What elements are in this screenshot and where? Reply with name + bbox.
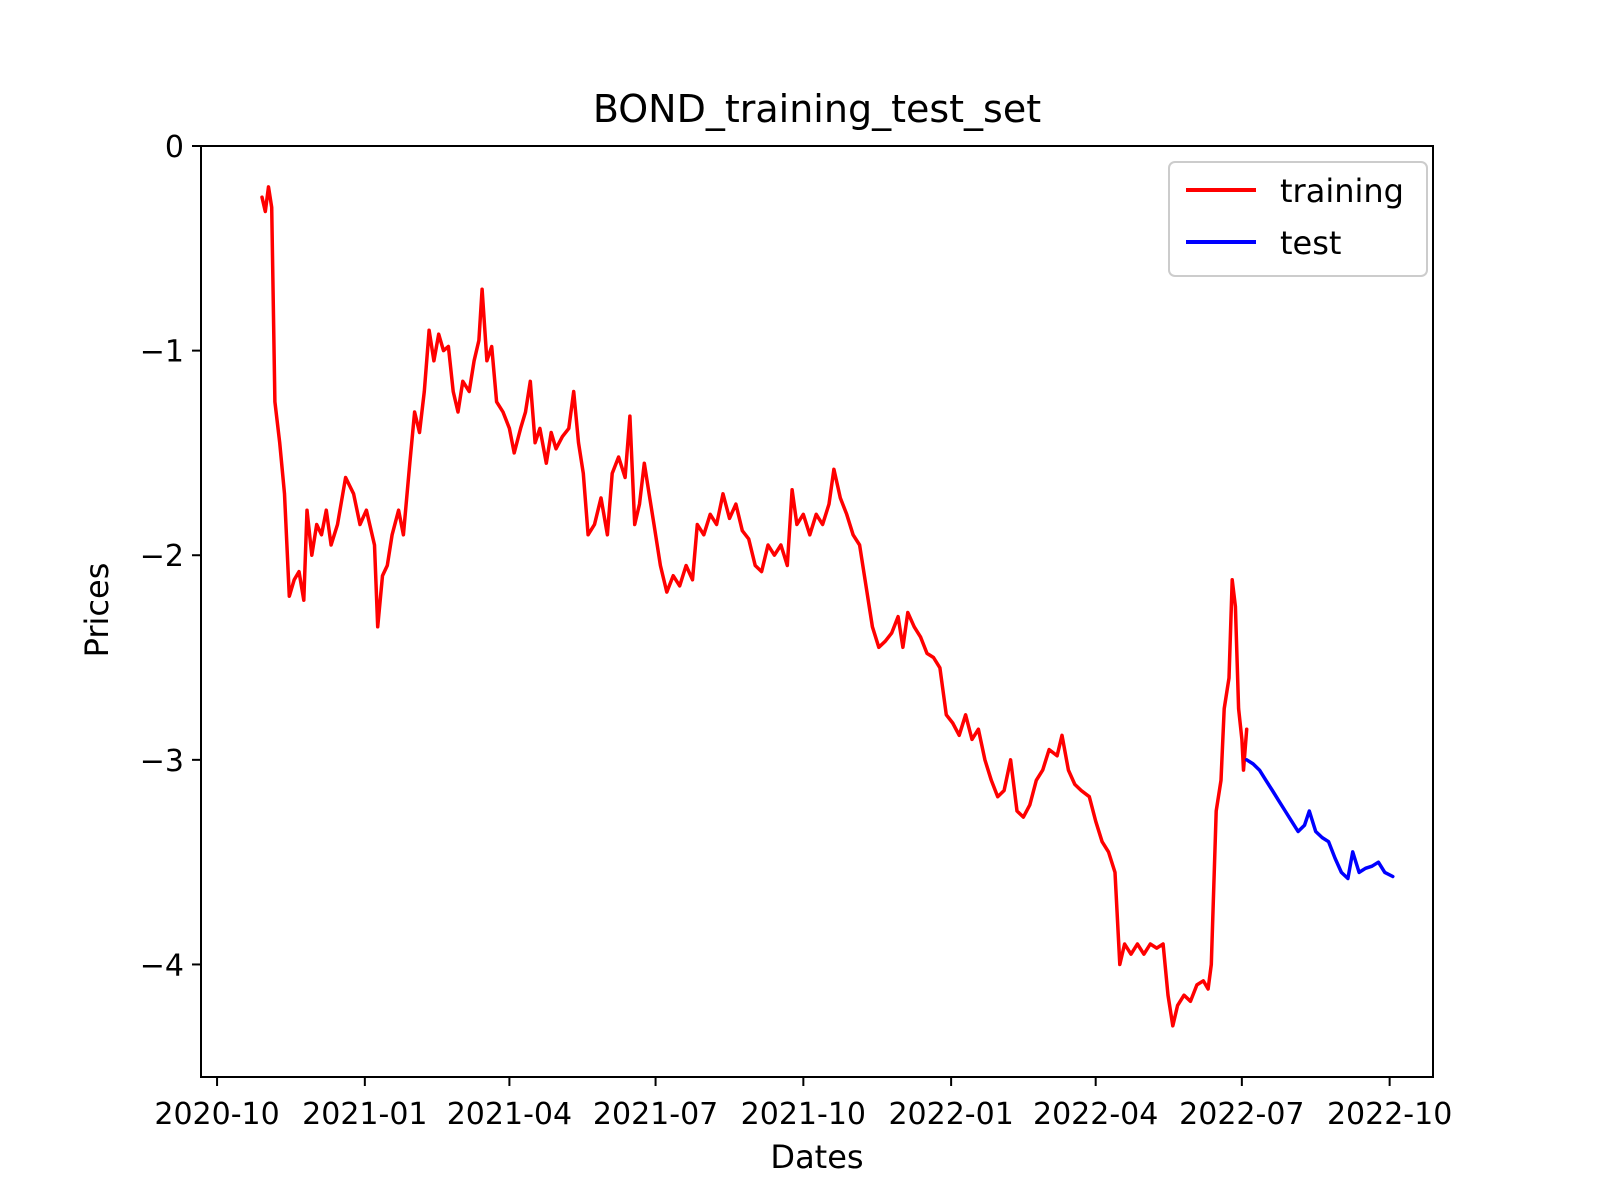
legend: training test [1168,161,1428,277]
y-tick-label: 0 [165,130,184,165]
series-layer [260,185,1395,1028]
x-axis: 2020-10 2021-01 2021-04 2021-07 2021-10 2022-… [154,1077,1452,1132]
chart-title: BOND_training_test_set [593,87,1041,131]
x-tick-label: 2021-04 [447,1097,572,1132]
y-axis-label: Prices [78,563,116,658]
series-line-training [260,185,1249,1028]
x-tick-label: 2021-10 [741,1097,866,1132]
x-axis-label: Dates [770,1138,863,1176]
x-tick-label: 2022-07 [1179,1097,1304,1132]
x-tick-label: 2020-10 [154,1097,279,1132]
y-tick-label: −1 [140,335,184,370]
x-tick-label: 2021-01 [302,1097,427,1132]
x-tick-label: 2021-07 [593,1097,718,1132]
x-tick-label: 2022-01 [888,1097,1013,1132]
y-tick-label: −4 [140,948,184,983]
x-tick-label: 2022-10 [1327,1097,1452,1132]
series-line-test [1244,758,1395,881]
y-tick-label: −2 [140,539,184,574]
legend-label-test: test [1280,224,1341,262]
y-tick-label: −3 [140,744,184,779]
y-axis: 0 −1 −2 −3 −4 [140,130,201,983]
x-tick-label: 2022-04 [1033,1097,1158,1132]
legend-label-training: training [1280,172,1404,210]
plot-frame [200,145,1434,1078]
